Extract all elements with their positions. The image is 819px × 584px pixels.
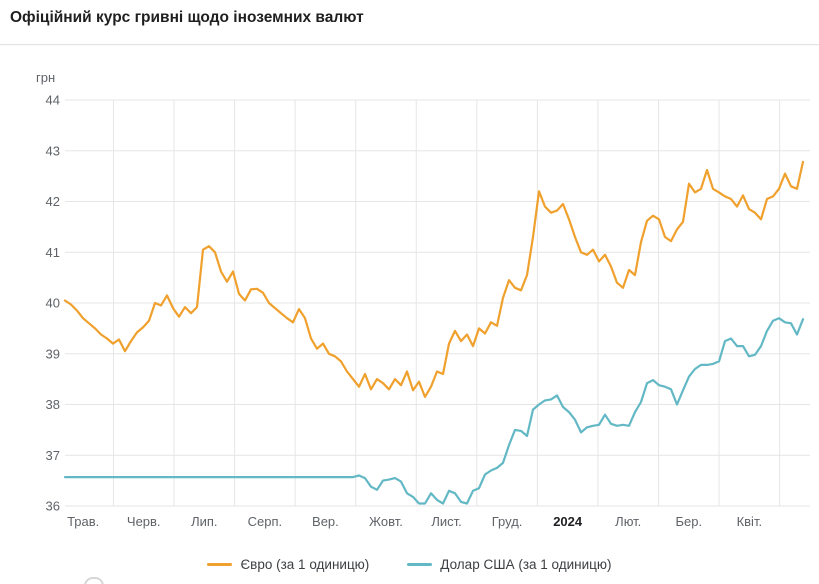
x-tick-label: Лют.: [615, 514, 641, 529]
x-tick-label: Трав.: [67, 514, 99, 529]
x-tick-label: Лист.: [431, 514, 461, 529]
y-tick-label: 44: [46, 93, 60, 108]
x-tick-label: 2024: [553, 514, 583, 529]
y-tick-label: 40: [46, 296, 60, 311]
legend-item-euro[interactable]: Євро (за 1 одиницю): [207, 557, 369, 572]
euro-line-marker: [207, 562, 233, 566]
page-title: Офіційний курс гривні щодо іноземних вал…: [10, 9, 364, 26]
x-tick-label: Вер.: [312, 514, 339, 529]
title-divider: [0, 44, 819, 45]
x-tick-label: Квіт.: [737, 514, 763, 529]
y-tick-label: 37: [46, 448, 60, 463]
x-tick-label: Лип.: [191, 514, 217, 529]
x-tick-label: Бер.: [675, 514, 702, 529]
y-tick-label: 41: [46, 245, 60, 260]
y-tick-label: 43: [46, 143, 60, 158]
x-tick-label: Серп.: [248, 514, 283, 529]
legend-label-dollar: Долар США (за 1 одиницю): [440, 556, 612, 572]
x-tick-label: Груд.: [492, 514, 523, 529]
dollar-line[interactable]: [63, 317, 805, 505]
y-axis-unit-label: грн: [36, 70, 56, 85]
y-tick-label: 39: [46, 346, 60, 361]
y-tick-label: 38: [46, 397, 60, 412]
x-tick-label: Жовт.: [369, 514, 403, 529]
y-tick-label: 36: [46, 499, 60, 514]
euro-line[interactable]: [63, 160, 805, 398]
x-tick-label: Черв.: [127, 514, 161, 529]
chart-legend: Євро (за 1 одиницю) Долар США (за 1 один…: [0, 551, 819, 577]
dollar-line-marker: [407, 562, 433, 566]
y-tick-label: 42: [46, 194, 60, 209]
legend-label-euro: Євро (за 1 одиницю): [240, 556, 370, 572]
legend-item-dollar[interactable]: Долар США (за 1 одиницю): [407, 556, 612, 572]
